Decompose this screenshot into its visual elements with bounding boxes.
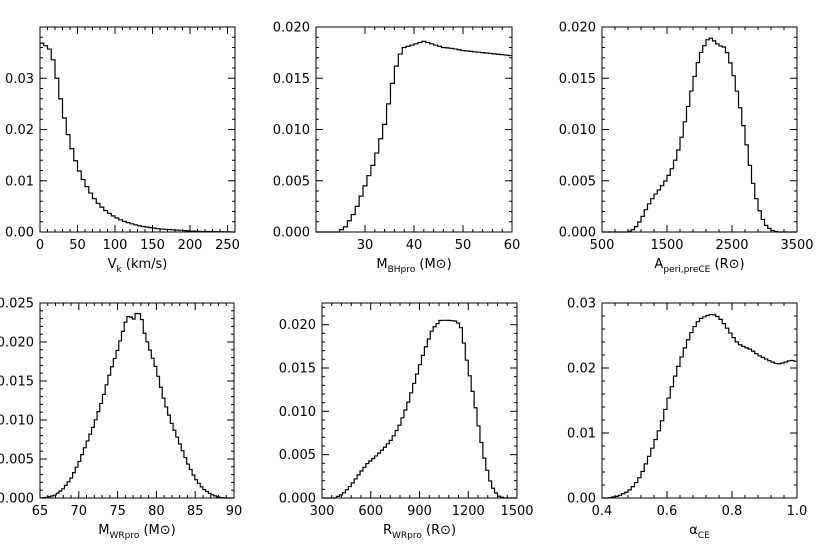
x-tick-label: 1200 bbox=[452, 504, 485, 519]
chart-panel: 0 50 100 150 200 250 0.00 0.01 0.02 0.03 Vk (km/s) bbox=[5, 26, 240, 275]
y-tick-label: 0.005 bbox=[273, 174, 310, 189]
x-tick-label: 100 bbox=[103, 238, 128, 253]
x-tick-label: 0.8 bbox=[722, 504, 743, 519]
x-tick-label: 150 bbox=[140, 238, 165, 253]
y-tick-label: 0.01 bbox=[567, 427, 596, 442]
y-tick-label: 0.020 bbox=[559, 21, 596, 36]
x-tick-label: 250 bbox=[215, 238, 240, 253]
x-axis-title: MWRpro (M⊙) bbox=[98, 523, 175, 541]
x-tick-label: 900 bbox=[407, 504, 432, 519]
x-tick-label: 1.0 bbox=[787, 504, 808, 519]
x-tick-label: 300 bbox=[310, 504, 335, 519]
y-tick-label: 0.015 bbox=[559, 72, 596, 87]
x-tick-label: 0 bbox=[36, 238, 44, 253]
x-tick-label: 90 bbox=[226, 504, 243, 519]
y-tick-label: 0.00 bbox=[567, 492, 596, 507]
x-axis-title: Vk (km/s) bbox=[108, 257, 168, 275]
y-tick-label: 0.03 bbox=[567, 297, 596, 312]
x-tick-label: 40 bbox=[406, 238, 423, 253]
y-tick-label: 0.015 bbox=[0, 375, 34, 390]
histogram-series bbox=[316, 40, 512, 233]
y-tick-label: 0.010 bbox=[559, 123, 596, 138]
y-tick-label: 0.010 bbox=[0, 414, 34, 429]
x-tick-label: 0.6 bbox=[657, 504, 678, 519]
y-tick-label: 0.010 bbox=[273, 123, 310, 138]
histogram-series bbox=[602, 313, 797, 499]
y-tick-label: 0.01 bbox=[5, 174, 34, 189]
x-tick-label: 75 bbox=[109, 504, 126, 519]
y-tick-label: 0.015 bbox=[273, 72, 310, 87]
y-tick-label: 0.020 bbox=[0, 336, 34, 351]
x-axis-title: Aperi,preCE (R⊙) bbox=[654, 257, 744, 275]
histogram-series bbox=[322, 319, 517, 499]
x-tick-label: 80 bbox=[148, 504, 165, 519]
x-tick-label: 50 bbox=[455, 238, 472, 253]
plot-frame bbox=[601, 302, 798, 499]
y-tick-label: 0.015 bbox=[279, 362, 316, 377]
plot-frame bbox=[39, 26, 236, 233]
x-tick-label: 500 bbox=[590, 238, 615, 253]
y-tick-label: 0.00 bbox=[5, 226, 34, 241]
histogram-series bbox=[602, 37, 797, 233]
x-tick-label: 200 bbox=[178, 238, 203, 253]
plot-frame bbox=[39, 302, 235, 499]
y-tick-label: 0.03 bbox=[5, 72, 34, 87]
x-tick-label: 600 bbox=[358, 504, 383, 519]
y-tick-label: 0.000 bbox=[0, 492, 34, 507]
x-tick-label: 2500 bbox=[715, 238, 748, 253]
y-tick-label: 0.010 bbox=[279, 405, 316, 420]
x-tick-label: 1500 bbox=[500, 504, 533, 519]
x-tick-label: 70 bbox=[71, 504, 88, 519]
x-tick-label: 60 bbox=[504, 238, 521, 253]
x-tick-label: 85 bbox=[187, 504, 204, 519]
y-tick-label: 0.02 bbox=[5, 123, 34, 138]
chart-panel: 30 40 50 60 0.000 0.005 0.010 0.015 0.020 MBHpro … bbox=[273, 21, 520, 276]
y-tick-label: 0.020 bbox=[279, 318, 316, 333]
y-tick-label: 0.005 bbox=[0, 453, 34, 468]
x-axis-title: MBHpro (M⊙) bbox=[376, 257, 451, 275]
histogram-series bbox=[40, 312, 234, 499]
y-tick-label: 0.000 bbox=[273, 226, 310, 241]
y-tick-label: 0.005 bbox=[559, 174, 596, 189]
x-tick-label: 50 bbox=[69, 238, 86, 253]
y-tick-label: 0.000 bbox=[559, 226, 596, 241]
x-tick-label: 3500 bbox=[780, 238, 813, 253]
x-tick-label: 0.4 bbox=[592, 504, 613, 519]
chart-panel: 0.4 0.6 0.8 1.0 0.00 0.01 0.02 0.03 αCE bbox=[567, 297, 807, 542]
y-tick-label: 0.025 bbox=[0, 297, 34, 312]
chart-panel: 300 600 900 1200 1500 0.000 0.005 0.010 0.015 0.0… bbox=[279, 302, 534, 541]
x-tick-label: 65 bbox=[32, 504, 49, 519]
x-axis-title: RWRpro (R⊙) bbox=[383, 523, 456, 541]
y-tick-label: 0.000 bbox=[279, 492, 316, 507]
chart-panel: 500 1500 2500 3500 0.000 0.005 0.010 0.015 0.020… bbox=[559, 21, 814, 276]
chart-panel: 65 70 75 80 85 90 0.000 0.005 0.010 0.015 0.020 0.0… bbox=[0, 297, 242, 542]
y-tick-label: 0.005 bbox=[279, 448, 316, 463]
histogram-series bbox=[40, 42, 235, 233]
y-tick-label: 0.02 bbox=[567, 362, 596, 377]
x-axis-title: αCE bbox=[689, 523, 710, 541]
plot-frame bbox=[315, 26, 513, 233]
plot-frame bbox=[321, 302, 518, 499]
x-tick-label: 1500 bbox=[650, 238, 683, 253]
x-tick-label: 30 bbox=[357, 238, 374, 253]
y-tick-label: 0.020 bbox=[273, 21, 310, 36]
